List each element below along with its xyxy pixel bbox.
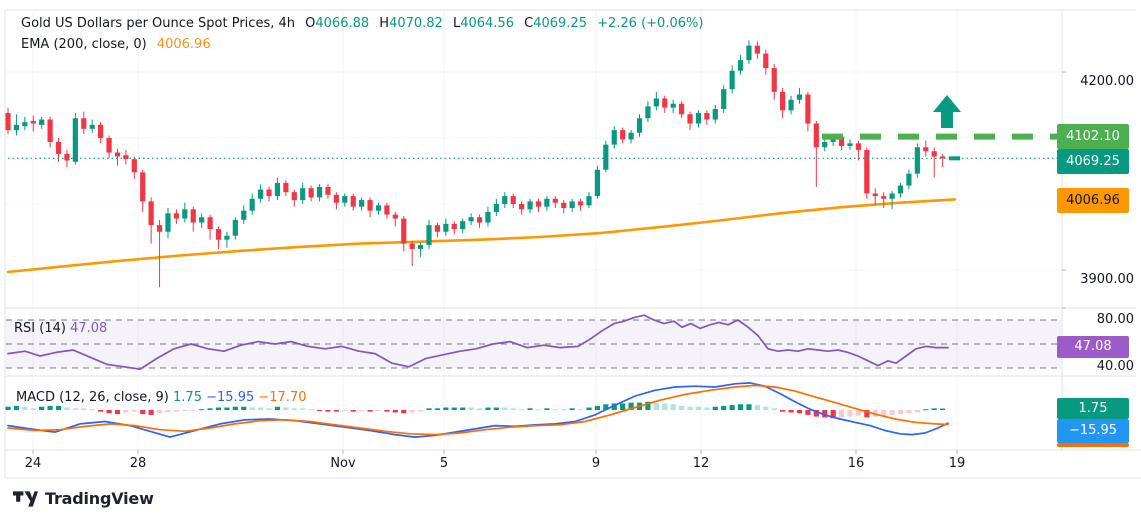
open-label: O <box>305 16 316 31</box>
rsi-value: 47.08 <box>70 321 108 336</box>
ema-value: 4006.96 <box>156 37 211 52</box>
tradingview-logo[interactable]: TradingView <box>13 489 154 508</box>
time-axis-label-nov: Nov <box>330 456 356 471</box>
macd-line-badge: −15.95 <box>1057 419 1129 443</box>
resistance-price-badge: 4102.10 <box>1057 124 1129 149</box>
high-label: H <box>379 16 390 31</box>
ema-label: EMA (200, close, 0) <box>21 37 147 52</box>
symbol-title: Gold US Dollars per Ounce Spot Prices, 4… <box>21 16 295 31</box>
open-value: 4066.88 <box>315 16 370 31</box>
low-value: 4064.56 <box>460 16 514 31</box>
rsi-value-badge: 47.08 <box>1057 336 1129 358</box>
rsi-tick-80: 80.00 <box>1096 312 1134 327</box>
high-value: 4070.82 <box>389 16 443 31</box>
main-legend[interactable]: Gold US Dollars per Ounce Spot Prices, 4… <box>21 13 703 55</box>
macd-hist-badge: 1.75 <box>1057 398 1129 419</box>
low-label: L <box>452 16 461 31</box>
symbol-legend-row[interactable]: Gold US Dollars per Ounce Spot Prices, 4… <box>21 13 703 34</box>
time-axis-label-16: 16 <box>847 456 865 471</box>
price-tick-3900: 3900.00 <box>1080 272 1134 287</box>
ema-legend-row[interactable]: EMA (200, close, 0) 4006.96 <box>21 34 703 55</box>
time-axis-label-28: 28 <box>129 456 147 471</box>
ema-price-badge: 4006.96 <box>1057 188 1129 213</box>
close-label: C <box>524 16 534 31</box>
time-axis-label-12: 12 <box>692 456 710 471</box>
macd-label: MACD (12, 26, close, 9) <box>16 390 169 405</box>
price-tick-4200: 4200.00 <box>1080 74 1134 89</box>
time-axis-label-19: 19 <box>948 456 966 471</box>
time-axis-label-24: 24 <box>24 456 42 471</box>
rsi-tick-40-hidden: 40.00 <box>1096 359 1134 374</box>
time-axis[interactable]: 24 28 Nov 5 9 12 16 19 <box>5 450 1136 478</box>
rsi-legend[interactable]: RSI (14) 47.08 <box>14 321 107 336</box>
tradingview-logo-icon <box>13 490 38 507</box>
macd-hist-value: 1.75 <box>173 390 202 405</box>
macd-signal-value: −17.70 <box>258 390 307 405</box>
time-axis-label-5: 5 <box>439 456 449 471</box>
macd-signal-badge-edge <box>1057 443 1129 447</box>
change-value: +2.26 (+0.06%) <box>597 16 704 31</box>
last-price-badge: 4069.25 <box>1057 149 1129 174</box>
time-axis-label-9: 9 <box>591 456 601 471</box>
rsi-label: RSI (14) <box>14 321 66 336</box>
macd-line-value: −15.95 <box>206 390 255 405</box>
tradingview-logo-text: TradingView <box>45 489 154 508</box>
price-axis[interactable]: 4200.00 3900.00 80.00 40.00 <box>1062 10 1141 450</box>
macd-legend[interactable]: MACD (12, 26, close, 9) 1.75 −15.95 −17.… <box>16 390 306 405</box>
close-value: 4069.25 <box>533 16 587 31</box>
